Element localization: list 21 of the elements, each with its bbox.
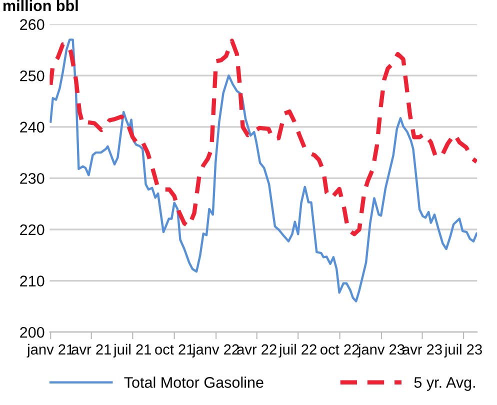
x-tick-label: janv 22: [192, 344, 239, 358]
y-tick-label: 200: [20, 326, 44, 338]
y-axis-title: million bbl: [3, 0, 78, 12]
x-tick-label: oct 21: [155, 344, 194, 355]
y-tick-label: 230: [20, 173, 44, 184]
y-tick-label: 260: [20, 19, 44, 30]
y-tick-label: 240: [20, 122, 44, 133]
line-series: [50, 38, 478, 236]
x-tick-label: oct 22: [320, 344, 359, 355]
y-tick-label: 250: [20, 70, 44, 82]
x-tick-label: juil 23: [444, 344, 482, 358]
x-tick-label: avr 21: [72, 344, 111, 355]
y-tick-label: 210: [20, 276, 44, 286]
y-tick-label: 220: [20, 224, 44, 236]
x-tick-label: avr 22: [237, 344, 276, 355]
x-tick-label: juil 21: [113, 344, 151, 358]
x-tick-label: janv 21: [26, 344, 74, 358]
legend-label: Total Motor Gasoline: [124, 376, 264, 388]
line-series: [50, 38, 478, 302]
x-tick-label: juil 22: [278, 344, 316, 358]
legend-label: 5 yr. Avg.: [414, 377, 475, 391]
